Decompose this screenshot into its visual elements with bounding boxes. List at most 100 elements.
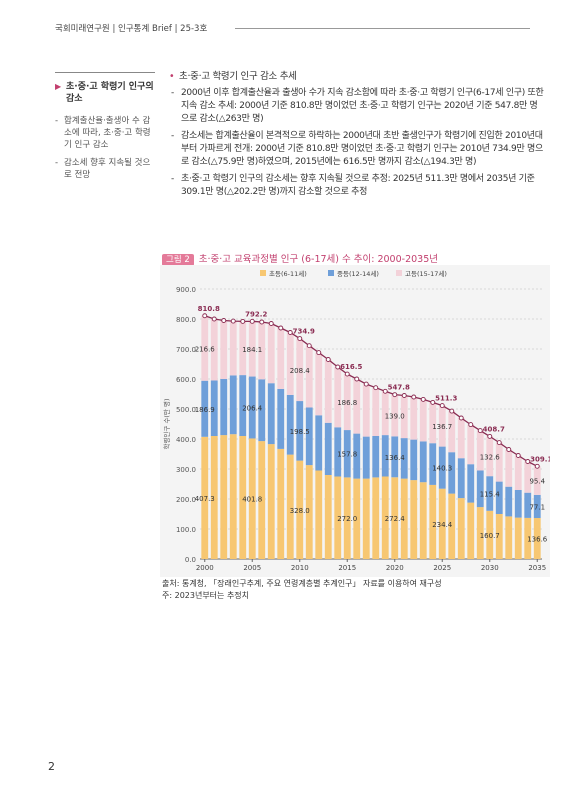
bar-segment bbox=[438, 446, 446, 489]
total-marker bbox=[230, 318, 236, 324]
bar-segment bbox=[419, 441, 427, 483]
y-tick-label: 300.0 bbox=[176, 466, 196, 474]
total-marker bbox=[335, 364, 341, 370]
x-tick-label: 2030 bbox=[481, 564, 499, 572]
bar-segment bbox=[210, 380, 218, 436]
bar-segment bbox=[524, 517, 532, 559]
bar-segment bbox=[343, 477, 351, 559]
total-marker bbox=[439, 403, 445, 409]
total-label: 309.1 bbox=[530, 455, 550, 463]
bar-segment bbox=[400, 478, 408, 559]
bar-segment bbox=[476, 470, 484, 508]
bar-segment bbox=[467, 502, 475, 559]
x-tick-label: 2020 bbox=[386, 564, 404, 572]
total-label: 408.7 bbox=[483, 425, 505, 433]
data-label: 198.5 bbox=[290, 428, 310, 436]
page-number: 2 bbox=[48, 760, 55, 773]
data-label: 272.4 bbox=[385, 515, 406, 523]
body: 초·중·고 학령기 인구 감소 추세 2000년 이후 합계출산율과 출생아 수… bbox=[167, 70, 545, 203]
total-marker bbox=[525, 459, 531, 464]
figure-label: 그림 2 bbox=[162, 254, 194, 266]
bar-segment bbox=[220, 320, 228, 379]
total-marker bbox=[240, 318, 246, 324]
bar-segment bbox=[353, 379, 361, 434]
bar-segment bbox=[410, 480, 418, 559]
bar-segment bbox=[505, 516, 513, 559]
footnote: 주: 2023년부터는 추정치 bbox=[162, 591, 250, 600]
total-marker bbox=[202, 313, 208, 319]
total-label: 734.9 bbox=[293, 328, 315, 336]
bar-segment bbox=[248, 376, 256, 439]
bar-segment bbox=[410, 439, 418, 481]
bar-segment bbox=[372, 436, 380, 478]
sidebar-heading: 초·중·고 학령기 인구의 감소 bbox=[55, 72, 155, 105]
sidebar-item: 감소세 향후 지속될 것으로 전망 bbox=[55, 157, 155, 181]
bar-segment bbox=[533, 494, 541, 519]
bar-segment bbox=[457, 418, 465, 459]
bar-segment bbox=[229, 434, 237, 559]
bar-segment bbox=[514, 490, 522, 518]
data-label: 186.8 bbox=[337, 399, 357, 407]
total-label: 616.5 bbox=[340, 363, 362, 371]
bar-segment bbox=[457, 458, 465, 499]
sidebar-item: 합계출산율·출생아 수 감소에 따라, 초·중·고 학령기 인구 감소 bbox=[55, 115, 155, 151]
body-heading: 초·중·고 학령기 인구 감소 추세 bbox=[167, 70, 545, 83]
bar-segment bbox=[533, 466, 541, 495]
total-marker bbox=[382, 388, 388, 394]
bar-segment bbox=[391, 477, 399, 559]
data-label: 216.6 bbox=[195, 345, 216, 353]
y-axis-label: 학령인구 수(만 명) bbox=[162, 398, 171, 449]
total-label: 511.3 bbox=[435, 395, 457, 403]
total-marker bbox=[344, 371, 350, 377]
total-marker bbox=[430, 399, 436, 405]
bar-segment bbox=[220, 435, 228, 559]
data-label: 136.7 bbox=[432, 423, 452, 431]
x-tick-label: 2000 bbox=[196, 564, 214, 572]
bar-segment bbox=[315, 415, 323, 471]
bar-segment bbox=[514, 517, 522, 559]
bar-segment bbox=[486, 476, 494, 511]
bar-segment bbox=[448, 493, 456, 559]
chart-title: 초·중·고 교육과정별 인구 (6-17세) 수 추이: 2000-2035년 bbox=[198, 254, 438, 265]
bar-segment bbox=[305, 465, 313, 559]
bar-segment bbox=[410, 397, 418, 440]
body-item: 초·중·고 학령기 인구의 감소세는 향후 지속될 것으로 추정: 2025년 … bbox=[167, 173, 545, 199]
bar-segment bbox=[315, 470, 323, 559]
y-tick-label: 0.0 bbox=[185, 556, 196, 564]
data-label: 401.8 bbox=[242, 496, 262, 504]
bar-segment bbox=[286, 394, 294, 455]
body-item: 2000년 이후 합계출산율과 출생아 수가 지속 감소함에 따라 초·중·고 … bbox=[167, 87, 545, 126]
y-tick-label: 800.0 bbox=[176, 316, 196, 324]
bar-segment bbox=[381, 476, 389, 559]
bar-segment bbox=[438, 405, 446, 447]
total-label: 547.8 bbox=[388, 384, 410, 392]
bar-segment bbox=[286, 332, 294, 395]
bar-segment bbox=[334, 427, 342, 477]
bar-segment bbox=[533, 518, 541, 559]
total-marker bbox=[420, 396, 426, 402]
y-tick-label: 900.0 bbox=[176, 286, 196, 294]
bar-segment bbox=[258, 441, 266, 559]
bar-segment bbox=[210, 436, 218, 559]
bar-segment bbox=[267, 383, 275, 445]
total-marker bbox=[297, 336, 303, 341]
bar-segment bbox=[305, 407, 313, 466]
bar-segment bbox=[296, 460, 304, 559]
bar-segment bbox=[429, 443, 437, 485]
bar-segment bbox=[362, 436, 370, 479]
data-label: 139.0 bbox=[385, 413, 405, 421]
bar-segment bbox=[467, 424, 475, 465]
bar-segment bbox=[353, 478, 361, 559]
x-tick-label: 2035 bbox=[528, 564, 546, 572]
total-marker bbox=[221, 318, 227, 323]
total-marker bbox=[487, 433, 493, 439]
legend-label: 중등(12-14세) bbox=[337, 269, 379, 278]
bar-segment bbox=[334, 476, 342, 559]
bar-segment bbox=[334, 367, 342, 428]
y-tick-label: 400.0 bbox=[176, 436, 196, 444]
figure-caption: 그림 2 초·중·고 교육과정별 인구 (6-17세) 수 추이: 2000-20… bbox=[162, 251, 438, 266]
bar-segment bbox=[315, 352, 323, 416]
bar-segment bbox=[324, 475, 332, 559]
legend-label: 초등(6-11세) bbox=[269, 269, 307, 278]
data-label: 186.9 bbox=[195, 406, 215, 414]
